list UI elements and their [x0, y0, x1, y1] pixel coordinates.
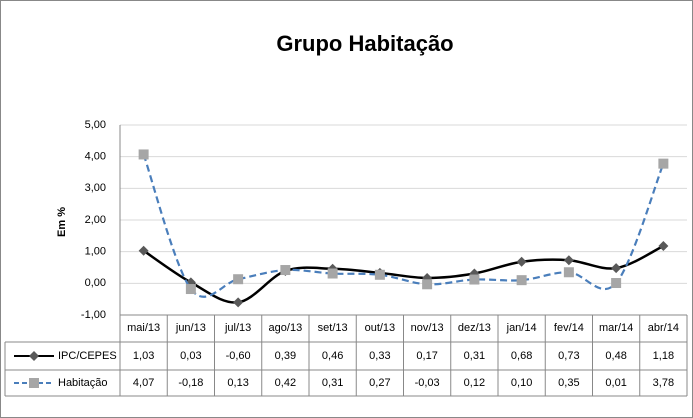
- data-label: 0,35: [558, 377, 579, 389]
- data-label: 0,13: [227, 377, 248, 389]
- series-marker: [280, 265, 291, 276]
- legend-marker: [29, 378, 39, 388]
- x-tick-label: abr/14: [648, 322, 679, 334]
- series-marker: [138, 245, 149, 256]
- y-axis-label: Em %: [56, 207, 68, 237]
- data-label: 0,68: [511, 350, 532, 362]
- x-tick-label: mai/13: [127, 322, 160, 334]
- x-tick-label: ago/13: [269, 322, 303, 334]
- x-tick-label: set/13: [318, 322, 348, 334]
- data-label: 0,10: [511, 377, 532, 389]
- data-label: 0,01: [605, 377, 626, 389]
- data-label: 1,03: [133, 350, 154, 362]
- x-tick-label: mar/14: [599, 322, 633, 334]
- legend-label: Habitação: [58, 377, 108, 389]
- series-marker: [233, 297, 244, 308]
- series-marker: [185, 284, 196, 295]
- series-marker: [422, 279, 433, 290]
- x-tick-label: out/13: [365, 322, 396, 334]
- series-marker: [611, 278, 622, 289]
- data-label: 4,07: [133, 377, 154, 389]
- x-tick-label: jan/14: [506, 322, 537, 334]
- data-label: 0,12: [464, 377, 485, 389]
- y-tick-label: 1,00: [85, 246, 106, 258]
- series-marker: [516, 275, 527, 286]
- data-label: 0,73: [558, 350, 579, 362]
- series-marker: [516, 256, 527, 267]
- data-label: 0,27: [369, 377, 390, 389]
- y-tick-label: -1,00: [81, 309, 106, 321]
- data-label: 0,31: [464, 350, 485, 362]
- data-label: 0,39: [275, 350, 296, 362]
- data-label: 0,17: [416, 350, 437, 362]
- series-marker: [658, 240, 669, 251]
- x-tick-label: jul/13: [224, 322, 251, 334]
- data-label: -0,18: [178, 377, 203, 389]
- series-marker: [611, 263, 622, 274]
- series-marker: [138, 149, 149, 160]
- data-label: 0,42: [275, 377, 296, 389]
- data-label: 0,46: [322, 350, 343, 362]
- y-tick-label: 4,00: [85, 151, 106, 163]
- series-marker: [233, 274, 244, 285]
- series-marker: [563, 255, 574, 266]
- series-line: [142, 154, 665, 298]
- series-marker: [469, 274, 480, 285]
- data-label: 0,48: [605, 350, 626, 362]
- series-marker: [374, 269, 385, 280]
- x-tick-label: dez/13: [458, 322, 491, 334]
- data-label: 3,78: [653, 377, 674, 389]
- y-tick-label: 3,00: [85, 182, 106, 194]
- series-marker: [658, 158, 669, 169]
- y-tick-label: 0,00: [85, 277, 106, 289]
- y-tick-label: 5,00: [85, 119, 106, 131]
- data-label: 0,31: [322, 377, 343, 389]
- data-label: 1,18: [653, 350, 674, 362]
- x-tick-label: nov/13: [411, 322, 444, 334]
- data-label: -0,03: [415, 377, 440, 389]
- data-label: 0,33: [369, 350, 390, 362]
- data-label: -0,60: [226, 350, 251, 362]
- y-tick-label: 2,00: [85, 214, 106, 226]
- series-marker: [563, 267, 574, 278]
- legend-marker: [29, 351, 39, 361]
- data-label: 0,03: [180, 350, 201, 362]
- chart-title: Grupo Habitação: [276, 31, 453, 56]
- x-tick-label: fev/14: [554, 322, 584, 334]
- legend-label: IPC/CEPES: [58, 350, 117, 362]
- x-tick-label: jun/13: [175, 322, 206, 334]
- series-marker: [327, 268, 338, 279]
